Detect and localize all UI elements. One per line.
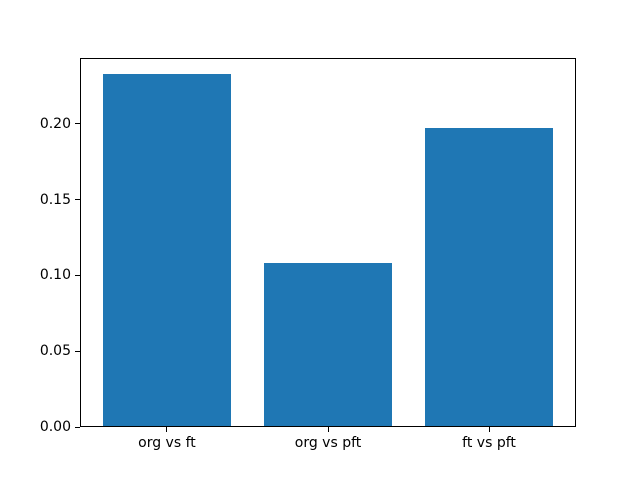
y-tick-mark [75,123,80,125]
y-tick-mark [75,199,80,201]
y-tick-mark [75,350,80,352]
y-tick-label: 0.20 [39,115,71,132]
x-tick-label: ft vs pft [462,435,516,451]
y-tick-label: 0.00 [39,419,71,435]
axes-frame [80,58,576,427]
y-tick-mark [75,274,80,276]
y-tick-label: 0.10 [39,267,71,284]
bar-ft-vs-pft [424,128,554,427]
x-tick-label: org vs pft [294,435,362,451]
x-tick-mark [327,427,329,432]
bar-org-vs-ft [102,73,232,427]
x-tick-label: org vs ft [138,435,196,451]
y-tick-label: 0.15 [39,191,71,208]
x-tick-mark [488,427,490,432]
x-tick-mark [166,427,168,432]
bar-org-vs-pft [263,263,393,427]
y-tick-label: 0.05 [39,343,71,360]
y-tick-mark [75,426,80,428]
